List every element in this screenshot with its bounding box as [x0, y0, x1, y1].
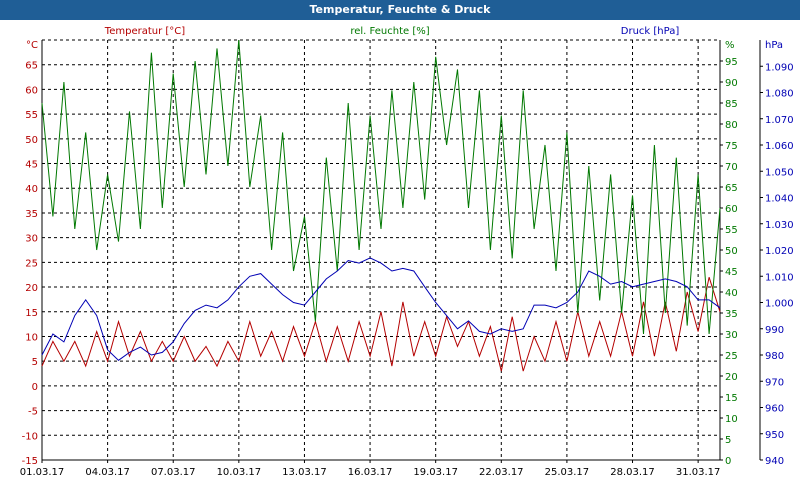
- temperature-tick-label: -5: [28, 407, 38, 418]
- humidity-tick-label: 60: [725, 204, 738, 215]
- pressure-tick-label: 1.060: [765, 141, 794, 152]
- chart-plot: -15 -10 -5 0 5 10 15 20 25 30 35 40 45 50 55 60 65 0 5 10 15…: [0, 20, 800, 500]
- humidity-tick-label: 65: [725, 183, 738, 194]
- temperature-unit: °C: [26, 40, 38, 51]
- humidity-tick-label: 50: [725, 246, 738, 257]
- x-tick-label: 01.03.17: [20, 467, 65, 478]
- pressure-tick-label: 1.020: [765, 246, 794, 257]
- x-tick-label: 04.03.17: [85, 467, 130, 478]
- humidity-tick-label: 95: [725, 57, 738, 68]
- pressure-tick-label: 1.040: [765, 194, 794, 205]
- series-lines: [41, 39, 721, 372]
- temperature-axis-label: Temperatur [°C]: [104, 26, 185, 37]
- pressure-tick-label: 1.080: [765, 89, 794, 100]
- x-tick-label: 19.03.17: [413, 467, 458, 478]
- humidity-tick-label: 40: [725, 288, 738, 299]
- humidity-tick-label: 90: [725, 78, 738, 89]
- humidity-tick-label: 25: [725, 351, 738, 362]
- humidity-tick-label: 10: [725, 414, 738, 425]
- x-tick-label: 07.03.17: [151, 467, 196, 478]
- x-tick-label: 28.03.17: [610, 467, 655, 478]
- pressure-tick-label: 980: [765, 351, 784, 362]
- temperature-tick-label: 65: [25, 61, 38, 72]
- temperature-tick-label: -15: [22, 456, 38, 467]
- pressure-tick-label: 940: [765, 456, 784, 467]
- pressure-tick-label: 990: [765, 325, 784, 336]
- pressure-tick-label: 960: [765, 404, 784, 415]
- temperature-tick-label: -10: [22, 431, 38, 442]
- pressure-tick-label: 1.010: [765, 272, 794, 283]
- humidity-tick-label: 0: [725, 456, 731, 467]
- x-tick-label: 10.03.17: [217, 467, 262, 478]
- x-tick-label: 13.03.17: [282, 467, 327, 478]
- humidity-tick-label: 35: [725, 309, 738, 320]
- humidity-unit: %: [725, 40, 735, 51]
- humidity-tick-label: 85: [725, 99, 738, 110]
- humidity-tick-label: 20: [725, 372, 738, 383]
- pressure-axis-label: Druck [hPa]: [621, 26, 680, 37]
- temperature-tick-label: 5: [32, 357, 38, 368]
- pressure-tick-label: 1.000: [765, 299, 794, 310]
- temperature-tick-label: 25: [25, 258, 38, 269]
- temperature-tick-label: 40: [25, 184, 38, 195]
- temperature-tick-label: 30: [25, 234, 38, 245]
- temperature-tick-label: 60: [25, 85, 38, 96]
- axes: [41, 40, 763, 463]
- pressure-tick-label: 1.030: [765, 220, 794, 231]
- humidity-tick-label: 45: [725, 267, 738, 278]
- x-tick-label: 31.03.17: [676, 467, 721, 478]
- humidity-tick-label: 5: [725, 435, 731, 446]
- temperature-tick-label: 20: [25, 283, 38, 294]
- temperature-tick-label: 10: [25, 332, 38, 343]
- temperature-tick-label: 45: [25, 160, 38, 171]
- temperature-tick-label: 55: [25, 110, 38, 121]
- humidity-tick-label: 55: [725, 225, 738, 236]
- pressure-tick-label: 1.070: [765, 115, 794, 126]
- humidity-tick-label: 30: [725, 330, 738, 341]
- chart-title: Temperatur, Feuchte & Druck: [0, 0, 800, 20]
- temperature-tick-label: 0: [32, 382, 38, 393]
- x-tick-label: 22.03.17: [479, 467, 524, 478]
- temperature-tick-label: 15: [25, 308, 38, 319]
- temperature-tick-label: 35: [25, 209, 38, 220]
- temperature-tick-label: 50: [25, 135, 38, 146]
- pressure-series-line: [41, 257, 721, 361]
- pressure-tick-label: 1.050: [765, 167, 794, 178]
- humidity-tick-label: 80: [725, 120, 738, 131]
- humidity-series-line: [41, 39, 721, 335]
- pressure-tick-label: 950: [765, 430, 784, 441]
- humidity-tick-label: 15: [725, 393, 738, 404]
- humidity-axis-label: rel. Feuchte [%]: [350, 26, 429, 37]
- humidity-tick-label: 75: [725, 141, 738, 152]
- tick-labels: -15 -10 -5 0 5 10 15 20 25 30 35 40 45 50 55 60 65 0 5 10 15…: [20, 57, 794, 478]
- pressure-tick-label: 1.090: [765, 62, 794, 73]
- x-tick-label: 25.03.17: [545, 467, 590, 478]
- x-tick-label: 16.03.17: [348, 467, 393, 478]
- pressure-unit: hPa: [765, 40, 783, 51]
- humidity-tick-label: 70: [725, 162, 738, 173]
- pressure-tick-label: 970: [765, 377, 784, 388]
